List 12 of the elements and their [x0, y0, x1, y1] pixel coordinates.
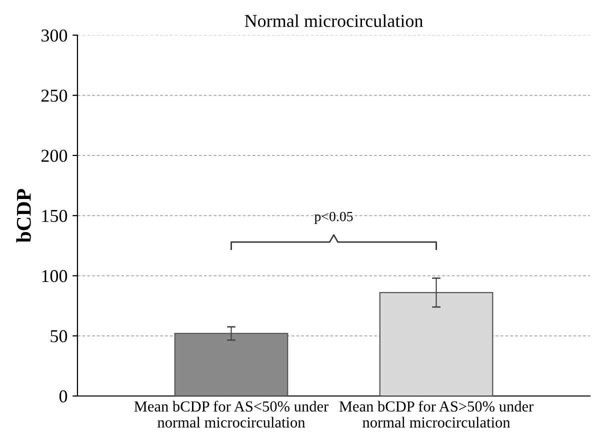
x-tick-label: Mean bCDP for AS<50% under normal microcirculation [134, 400, 328, 428]
y-tick-label: 150 [42, 210, 68, 222]
y-tick-label: 50 [50, 330, 68, 342]
y-tick-label: 200 [41, 150, 68, 162]
y-tick-label: 100 [42, 270, 68, 282]
y-axis-title: bCDP [16, 188, 31, 243]
y-tick-label: 300 [42, 29, 68, 42]
x-tick-label: Mean bCDP for AS>50% under normal microcirculation [339, 400, 534, 428]
annotation: p<0.05 [314, 212, 353, 224]
chart-title: Normal microcirculation [244, 14, 423, 28]
y-tick-label: 0 [59, 390, 68, 402]
y-tick-label: 250 [41, 90, 68, 102]
